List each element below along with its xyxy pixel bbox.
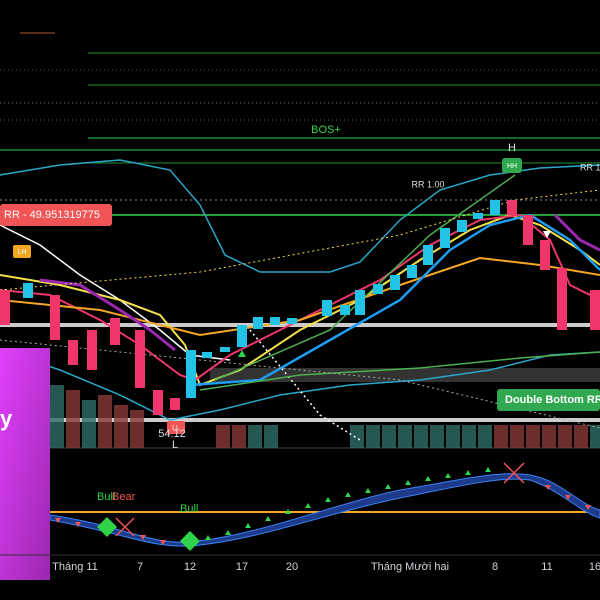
rr-badge [0, 204, 112, 226]
double-bottom-badge [497, 389, 600, 411]
x-tick-label: Tháng Mười hai [371, 561, 449, 573]
x-tick-label: Tháng 11 [52, 561, 98, 573]
ll-label: LL [172, 425, 180, 432]
indicator-lines [0, 159, 600, 441]
bear-label: Bear [112, 491, 136, 503]
volume-bars [50, 385, 600, 448]
x-tick-label: 20 [286, 561, 298, 573]
oscillator [49, 462, 600, 551]
lh-label: LH [18, 249, 27, 256]
hh-badge [502, 158, 522, 173]
lh-badge [13, 245, 31, 258]
x-tick-label: 12 [184, 561, 196, 573]
l-label: L [172, 439, 178, 451]
low-price: 54.12 [158, 428, 186, 440]
rr-label: RR - 49.951319775 [4, 209, 100, 221]
x-tick-label: 17 [236, 561, 248, 573]
bull-label: Bull [180, 503, 198, 515]
promo-text: y [0, 406, 13, 431]
x-tick-label: 11 [541, 561, 552, 573]
h-label: H [508, 142, 516, 154]
hh-label: HH [507, 163, 517, 170]
rr-100-label: RR 1.00 [411, 179, 444, 189]
candles [0, 200, 600, 415]
down-arrow [543, 231, 551, 238]
ll-badge [167, 421, 185, 434]
x-tick-label: 16 [589, 561, 600, 573]
x-axis: Tháng 11 7 12 17 20 Tháng Mười hai 8 11 16 [52, 561, 600, 573]
double-bottom-label: Double Bottom RR [505, 394, 600, 406]
promo-panel [0, 348, 50, 580]
x-tick-label: 8 [492, 561, 498, 573]
bos-label: BOS+ [311, 124, 341, 136]
up-arrow [238, 350, 246, 357]
rr-right-label: RR 1 [580, 162, 600, 172]
x-tick-label: 7 [137, 561, 143, 573]
bull-label: Bull [97, 491, 115, 503]
